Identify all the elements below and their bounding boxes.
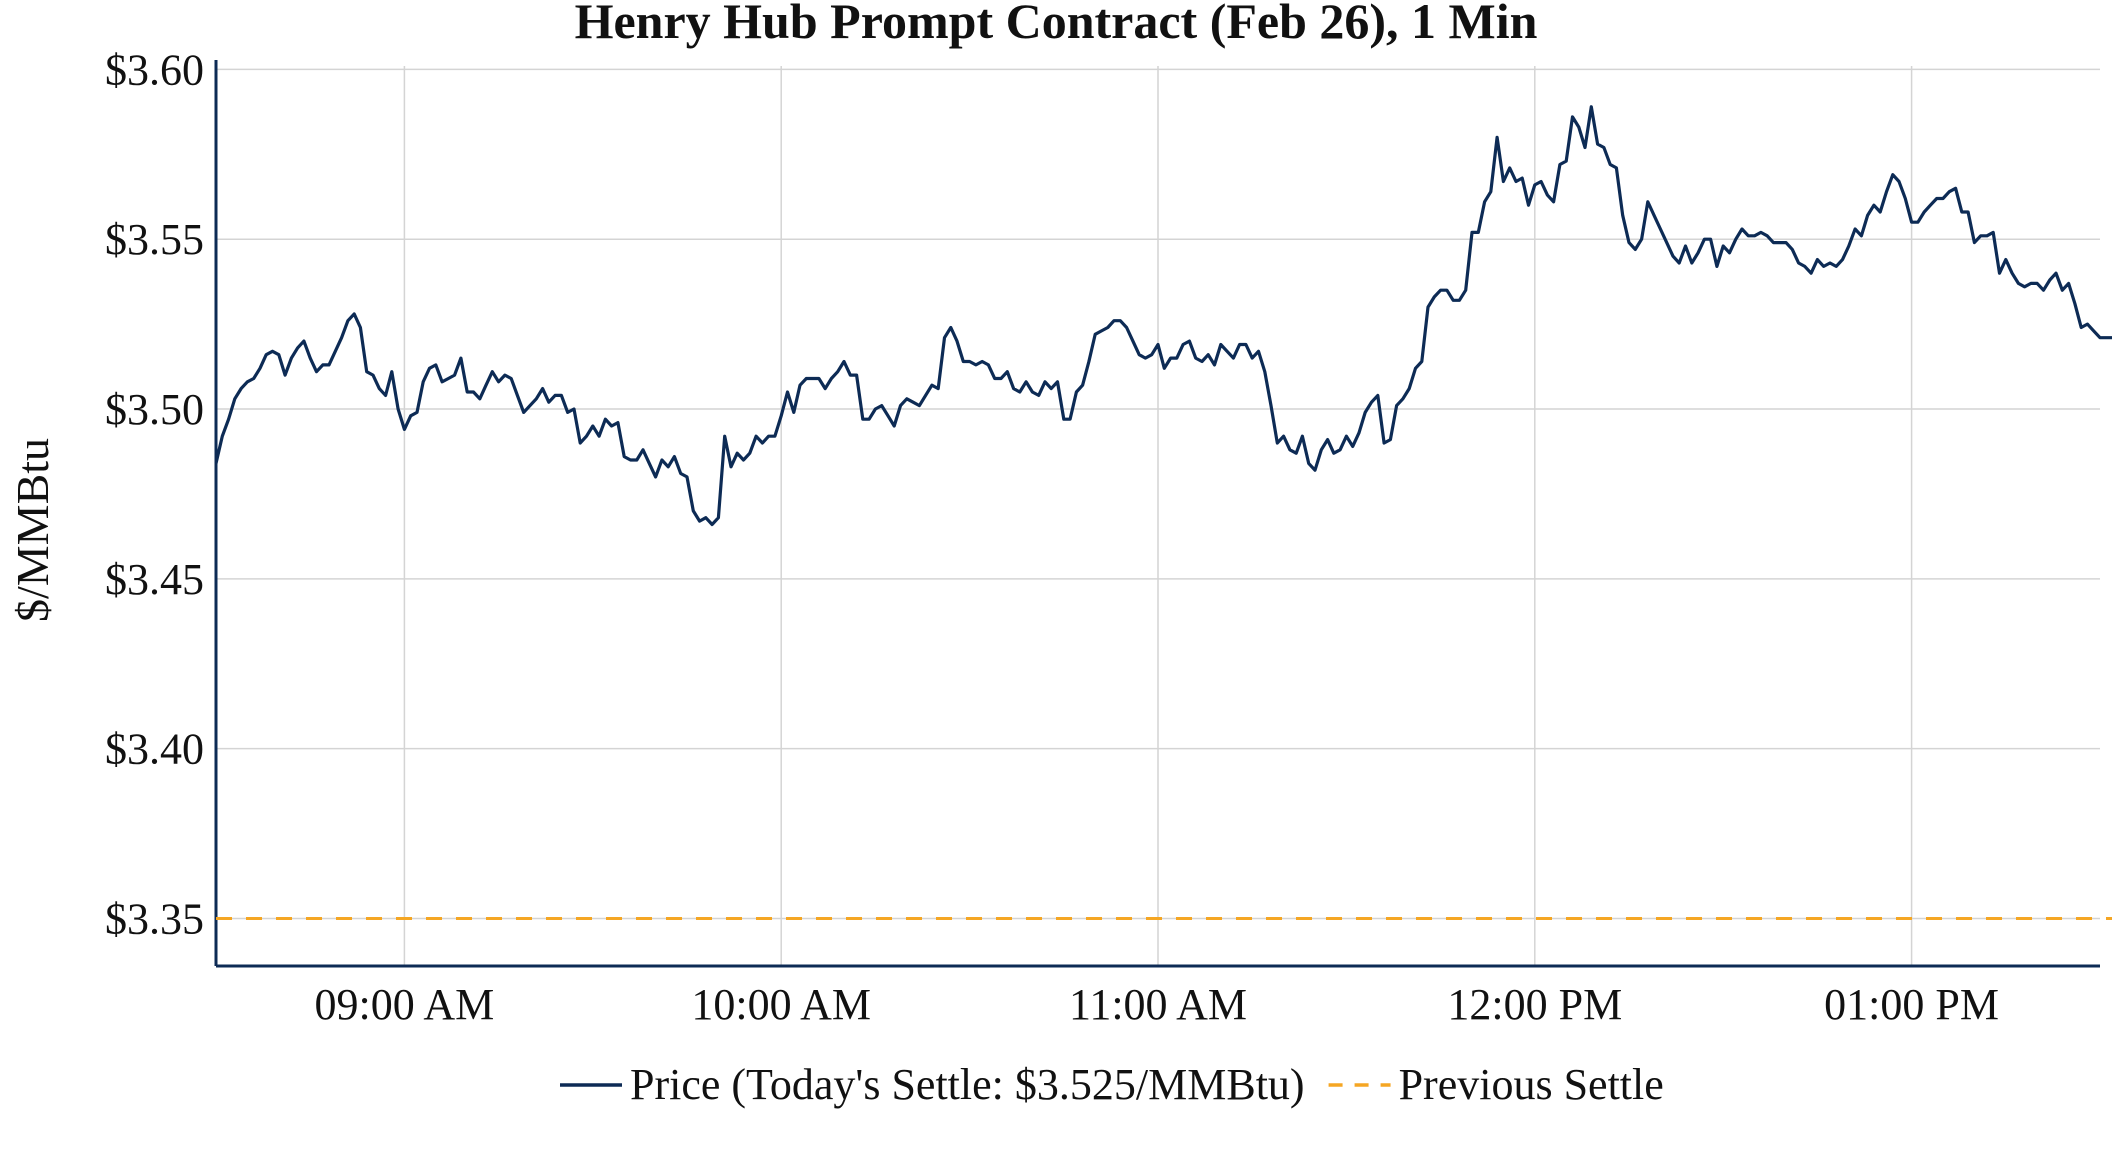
y-tick-label: $3.40 [105,725,204,774]
grid-lines [216,66,2100,966]
y-tick-labels: $3.35 $3.40 $3.45 $3.50 $3.55 $3.60 [105,45,204,943]
y-tick-label: $3.35 [105,894,204,943]
chart-title: Henry Hub Prompt Contract (Feb 26), 1 Mi… [575,0,1538,49]
y-tick-label: $3.45 [105,555,204,604]
legend: Price (Today's Settle: $3.525/MMBtu) Prev… [560,1060,1664,1109]
x-tick-label: 10:00 AM [691,980,871,1029]
x-tick-label: 09:00 AM [315,980,495,1029]
price-line [214,105,2112,527]
axes [214,60,2100,968]
y-tick-label: $3.50 [105,385,204,434]
series-lines [214,105,2112,920]
y-tick-label: $3.60 [105,45,204,94]
y-tick-label: $3.55 [105,215,204,264]
x-tick-label: 12:00 PM [1447,980,1622,1029]
legend-label: Previous Settle [1399,1060,1664,1109]
y-axis-label: $/MMBtu [7,438,58,622]
legend-label: Price (Today's Settle: $3.525/MMBtu) [630,1060,1305,1109]
x-tick-labels: 09:00 AM 10:00 AM 11:00 AM 12:00 PM 01:00 PM [315,980,1999,1029]
x-tick-label: 01:00 PM [1824,980,1999,1029]
x-tick-label: 11:00 AM [1069,980,1247,1029]
